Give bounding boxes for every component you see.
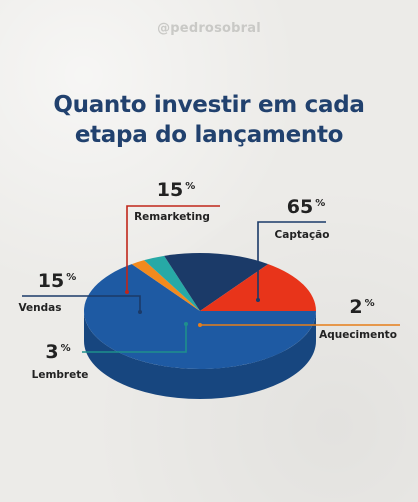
slice-label-remarketing: Remarketing xyxy=(134,211,210,223)
slice-label-aquecimento: Aquecimento xyxy=(319,329,397,341)
slice-label-lembrete: Lembrete xyxy=(32,369,89,381)
value-label-lembrete: 3% xyxy=(45,341,70,363)
pie-slice-vendas xyxy=(164,252,269,311)
author-handle: @pedrosobral xyxy=(157,21,261,36)
pie-slice-aquecimento xyxy=(131,260,200,311)
title-line-2: etapa do lançamento xyxy=(74,122,344,148)
value-label-aquecimento: 2% xyxy=(349,296,374,318)
value-label-vendas: 15% xyxy=(38,270,76,292)
callout-dot-aquecimento xyxy=(198,323,202,327)
pie-side-captação xyxy=(84,311,316,399)
callout-line-remarketing xyxy=(126,205,220,292)
value-label-captação: 65% xyxy=(287,196,325,218)
title-line-1: Quanto investir em cada xyxy=(53,92,365,118)
callout-line-captação xyxy=(257,221,326,300)
pie-slice-lembrete xyxy=(144,255,200,311)
slice-label-vendas: Vendas xyxy=(19,302,62,314)
callout-dot-captação xyxy=(256,298,260,302)
slice-label-captação: Captação xyxy=(275,229,330,241)
value-label-remarketing: 15% xyxy=(157,179,195,201)
label-layer: 65 % Captação 2 % Aquecimento 3 % Lembrete 15 % Ven… xyxy=(19,179,400,381)
callout-dot-remarketing xyxy=(125,290,129,294)
page-title: Quanto investir em cada etapa do lançame… xyxy=(0,90,418,150)
callout-dot-vendas xyxy=(138,310,142,314)
pie-slice-captação xyxy=(83,264,316,369)
pie-layer xyxy=(83,252,316,399)
callout-line-lembrete xyxy=(82,324,187,353)
callout-line-vendas xyxy=(22,295,141,312)
callout-dot-lembrete xyxy=(184,322,188,326)
